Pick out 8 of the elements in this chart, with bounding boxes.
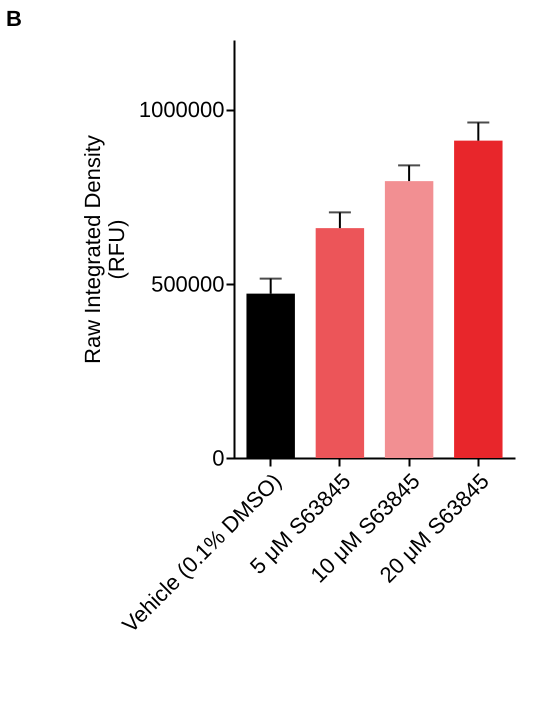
y-tick-label: 0 xyxy=(212,446,224,470)
text: B xyxy=(6,6,22,32)
y-tick-label: 1000000 xyxy=(138,97,224,122)
bar xyxy=(454,140,503,458)
y-tick-label: 500000 xyxy=(151,271,224,296)
bar xyxy=(384,181,434,458)
bar xyxy=(316,228,364,458)
y-axis-title: Raw Integrated Density (RFU) xyxy=(80,135,129,364)
